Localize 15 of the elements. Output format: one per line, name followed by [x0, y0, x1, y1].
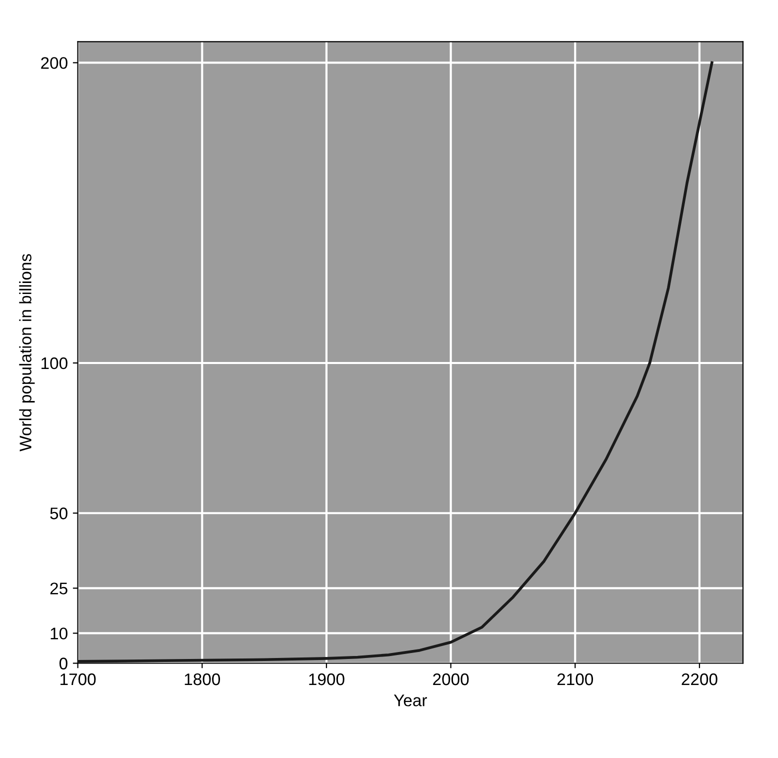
x-tick-label: 1800 — [184, 673, 220, 686]
y-tick-label: 10 — [50, 628, 68, 640]
y-tick-label: 50 — [50, 508, 68, 520]
y-tick-label: 25 — [50, 582, 68, 594]
y-tick-label: 0 — [59, 658, 68, 670]
y-axis-title: World population in billions — [19, 254, 35, 452]
x-tick-label: 1900 — [309, 673, 344, 686]
x-tick-label: 1700 — [60, 673, 96, 686]
x-tick-label: 2200 — [682, 673, 718, 686]
line-series — [78, 61, 714, 663]
y-tick-label: 100 — [42, 357, 68, 370]
x-axis-title: Year — [394, 694, 427, 706]
x-tick-label: 2000 — [433, 673, 469, 686]
x-tick-label: 2100 — [557, 673, 594, 686]
y-tick-label: 200 — [41, 57, 68, 69]
